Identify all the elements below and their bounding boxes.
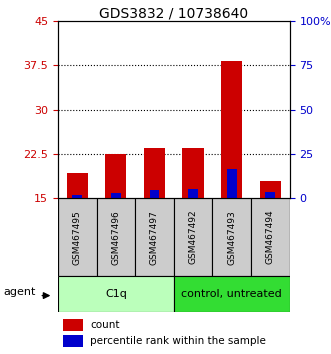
Text: GSM467493: GSM467493	[227, 210, 236, 264]
Bar	[58, 198, 97, 276]
Bar	[97, 198, 135, 276]
Text: agent: agent	[3, 287, 35, 297]
Bar	[174, 276, 290, 312]
Bar	[58, 276, 174, 312]
Bar	[72, 195, 82, 198]
Text: GSM467497: GSM467497	[150, 210, 159, 264]
Bar	[63, 335, 83, 347]
Bar	[150, 190, 159, 198]
Text: GSM467496: GSM467496	[111, 210, 120, 264]
Bar	[135, 198, 174, 276]
Text: C1q: C1q	[105, 289, 127, 299]
Bar	[174, 198, 213, 276]
Text: GSM467494: GSM467494	[266, 210, 275, 264]
Bar	[105, 154, 126, 198]
Bar	[265, 192, 275, 198]
Bar	[188, 189, 198, 198]
Text: GSM467495: GSM467495	[73, 210, 82, 264]
Text: control, untreated: control, untreated	[181, 289, 282, 299]
Text: GSM467492: GSM467492	[189, 210, 198, 264]
Bar	[227, 169, 237, 198]
Bar	[144, 148, 165, 198]
Bar	[182, 148, 204, 198]
Bar	[67, 173, 88, 198]
Bar	[213, 198, 251, 276]
Text: count: count	[90, 320, 120, 330]
Text: percentile rank within the sample: percentile rank within the sample	[90, 336, 266, 346]
Title: GDS3832 / 10738640: GDS3832 / 10738640	[99, 6, 248, 20]
Bar	[251, 198, 290, 276]
Bar	[111, 193, 121, 198]
Bar	[260, 181, 281, 198]
Bar	[221, 61, 242, 198]
Bar	[63, 319, 83, 331]
